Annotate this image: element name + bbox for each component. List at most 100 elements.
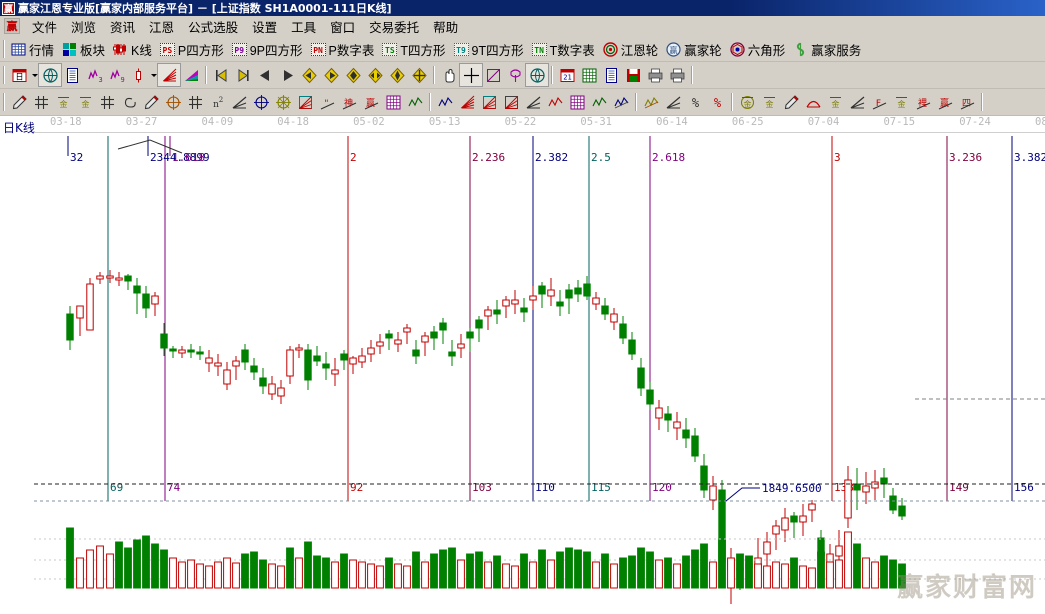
pen-arrow-icon[interactable] <box>140 91 162 113</box>
zoom-in-diamond-icon[interactable] <box>342 64 364 86</box>
brain-icon[interactable] <box>525 63 549 87</box>
play-right-icon[interactable] <box>276 64 298 86</box>
candle-body[interactable] <box>466 331 474 339</box>
volume-bar[interactable] <box>700 543 708 589</box>
volume-bar[interactable] <box>277 565 285 589</box>
volume-bar[interactable] <box>241 553 249 589</box>
candle-body[interactable] <box>106 275 114 279</box>
candle-body[interactable] <box>862 485 870 493</box>
volume-bar[interactable] <box>628 555 636 589</box>
toolbar-gann-wheel[interactable]: 江恩轮 <box>600 39 664 60</box>
mesh-grid-icon[interactable] <box>382 91 404 113</box>
volume-bar[interactable] <box>592 561 600 589</box>
pen-draw-icon[interactable] <box>8 91 30 113</box>
gann-fan-red-icon[interactable] <box>157 63 181 87</box>
volume-bar[interactable] <box>106 553 114 589</box>
volume-bar[interactable] <box>691 549 699 589</box>
print-icon[interactable] <box>666 64 688 86</box>
gold-angle-icon[interactable]: 金 <box>890 91 912 113</box>
candle-body[interactable] <box>790 515 798 523</box>
arc-red-icon[interactable] <box>802 91 824 113</box>
volume-bar[interactable] <box>133 539 141 589</box>
toolbar-p-square[interactable]: PS P四方形 <box>157 39 229 60</box>
volume-bar[interactable] <box>790 557 798 589</box>
box-bracket-icon[interactable] <box>434 91 456 113</box>
candle-body[interactable] <box>178 349 186 354</box>
volume-bar[interactable] <box>367 563 375 589</box>
volume-bar[interactable] <box>349 559 357 589</box>
volume-bar[interactable] <box>727 557 735 589</box>
ladder-icon[interactable] <box>640 91 662 113</box>
indicator-9-icon[interactable]: 9 <box>105 64 127 86</box>
volume-bar[interactable] <box>529 561 537 589</box>
volume-bar[interactable] <box>223 557 231 589</box>
candle-body[interactable] <box>808 503 816 511</box>
volume-bar[interactable] <box>601 553 609 589</box>
gold-ladder-icon[interactable]: 金 <box>758 91 780 113</box>
candle-body[interactable] <box>700 465 708 491</box>
volume-bar[interactable] <box>871 561 879 589</box>
volume-bar[interactable] <box>655 559 663 589</box>
candle-body[interactable] <box>322 363 330 369</box>
volume-bar[interactable] <box>709 561 717 589</box>
candle-body[interactable] <box>601 305 609 315</box>
red-fan-icon[interactable] <box>456 91 478 113</box>
report-icon[interactable] <box>600 64 622 86</box>
candle-body[interactable] <box>484 309 492 317</box>
candle-body[interactable] <box>655 407 663 419</box>
toolbar-winner-service[interactable]: 赢家服务 <box>790 39 866 60</box>
quote-mark-icon[interactable]: " <box>316 91 338 113</box>
volume-bar[interactable] <box>862 557 870 589</box>
candle-body[interactable] <box>196 351 204 355</box>
candle-body[interactable] <box>232 360 240 367</box>
dropdown-caret[interactable] <box>30 64 39 86</box>
candle-body[interactable] <box>556 301 564 307</box>
volume-bar[interactable] <box>412 551 420 589</box>
volume-bar[interactable] <box>115 541 123 589</box>
volume-bar[interactable] <box>295 557 303 589</box>
color-fan-icon[interactable] <box>180 64 202 86</box>
volume-bar[interactable] <box>718 539 726 589</box>
menu-formula-stock-pick[interactable]: 公式选股 <box>188 20 239 35</box>
grid-arrow-icon[interactable] <box>588 91 610 113</box>
red-box-fan-icon[interactable] <box>478 91 500 113</box>
volume-bar[interactable] <box>565 547 573 589</box>
hash-plain-icon[interactable] <box>184 91 206 113</box>
si-angle-icon[interactable]: 四 <box>956 91 978 113</box>
grid-square-icon[interactable] <box>566 91 588 113</box>
candle-body[interactable] <box>529 295 537 301</box>
volume-bar[interactable] <box>493 555 501 589</box>
volume-bar[interactable] <box>511 565 519 589</box>
volume-bar[interactable] <box>502 563 510 589</box>
dropdown-caret-2[interactable] <box>149 64 158 86</box>
volume-bar[interactable] <box>583 551 591 589</box>
gold-underline-icon[interactable]: 金 <box>824 91 846 113</box>
volume-bar[interactable] <box>772 561 780 589</box>
parallel-lines-icon[interactable] <box>610 91 632 113</box>
volume-bar[interactable] <box>646 551 654 589</box>
volume-bar[interactable] <box>457 559 465 589</box>
volume-bar[interactable] <box>124 547 132 589</box>
candle-body[interactable] <box>376 341 384 347</box>
volume-bar[interactable] <box>682 555 690 589</box>
volume-bar[interactable] <box>430 553 438 589</box>
menu-settings[interactable]: 设置 <box>252 20 278 35</box>
percent-red-icon[interactable]: % <box>706 91 728 113</box>
candle-body[interactable] <box>619 323 627 339</box>
volume-bar[interactable] <box>76 557 84 589</box>
toolbar-t-number-table[interactable]: TN T数字表 <box>529 39 600 60</box>
volume-bar[interactable] <box>448 547 456 589</box>
candle-body[interactable] <box>520 307 528 313</box>
candle-body[interactable] <box>511 299 519 305</box>
gold-scale-1-icon[interactable]: 金 <box>52 91 74 113</box>
candle-body[interactable] <box>565 289 573 299</box>
volume-bar[interactable] <box>96 545 104 589</box>
candle-body[interactable] <box>142 293 150 309</box>
candle-body[interactable] <box>835 545 843 557</box>
candle-body[interactable] <box>493 309 501 315</box>
menu-trade-order[interactable]: 交易委托 <box>369 20 420 35</box>
play-left-icon[interactable] <box>254 64 276 86</box>
candle-body[interactable] <box>664 413 672 421</box>
